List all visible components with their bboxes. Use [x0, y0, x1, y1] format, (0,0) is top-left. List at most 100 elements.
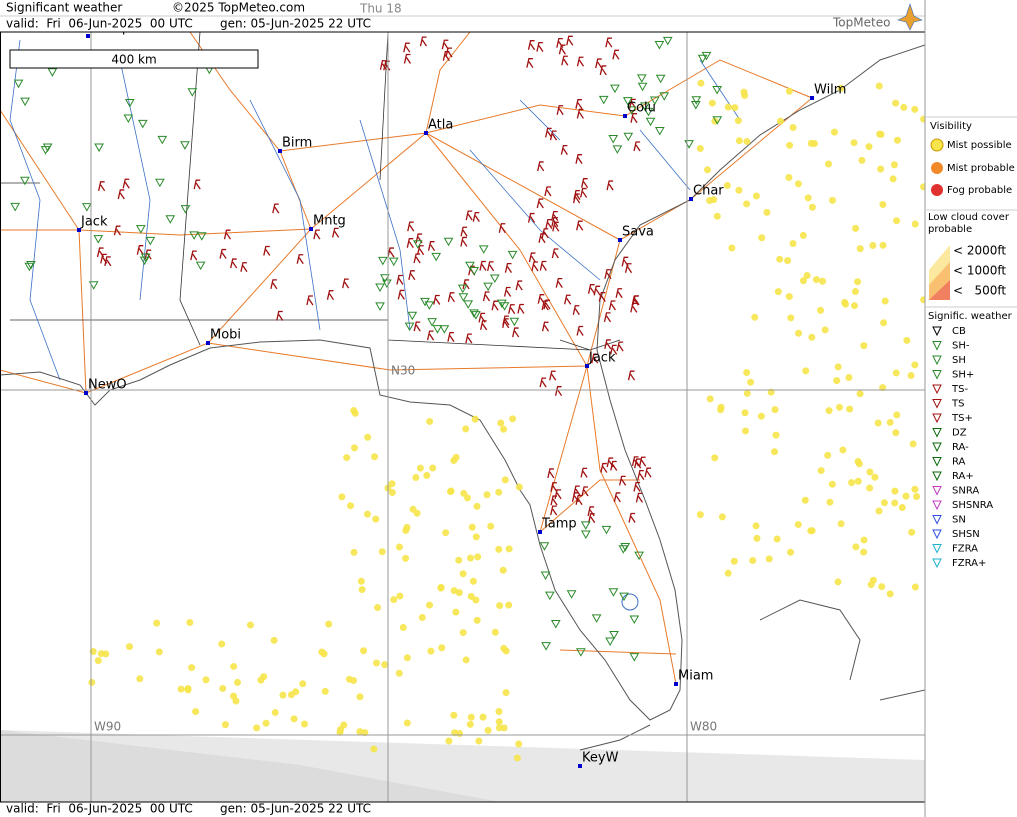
ts-symbol	[240, 262, 248, 273]
mist-symbol	[515, 740, 523, 748]
sh-symbol	[431, 252, 442, 262]
legend-item: SHSN	[952, 529, 980, 540]
mist-symbol	[772, 431, 780, 439]
mist-symbol	[325, 620, 333, 628]
legend-icon	[932, 384, 942, 395]
mist-symbol	[426, 601, 434, 609]
sh-symbol	[608, 588, 619, 597]
city-label: NewO	[88, 378, 127, 393]
ts-symbol	[576, 56, 585, 67]
mist-symbol	[724, 569, 732, 577]
sh-symbol	[580, 521, 591, 530]
legend-item: CB	[952, 326, 966, 337]
mist-symbol	[860, 342, 868, 350]
sh-symbol	[608, 135, 619, 144]
ts-symbol	[407, 221, 415, 232]
mist-symbol	[358, 586, 366, 594]
mist-symbol	[505, 601, 513, 609]
legend-item: FZRA+	[952, 558, 986, 569]
mist-symbol	[743, 200, 751, 208]
mist-symbol	[856, 390, 864, 398]
sh-symbol	[47, 68, 58, 77]
mist-symbol	[834, 363, 842, 371]
mist-symbol	[356, 693, 364, 701]
mist-symbol	[765, 555, 773, 563]
legend-item: RA-	[952, 442, 969, 453]
gen: gen: 05-Jun-2025 22 UTC	[220, 17, 371, 31]
mist-symbol	[867, 581, 875, 589]
ts-symbol	[551, 216, 559, 227]
mist-symbol	[381, 661, 389, 669]
mist-symbol	[833, 377, 841, 385]
mist-symbol	[711, 454, 719, 462]
mist-symbol	[880, 499, 888, 507]
mist-symbol	[724, 103, 732, 111]
mist-symbol	[697, 79, 705, 87]
ts-symbol	[190, 250, 198, 261]
ts-symbol	[587, 284, 596, 295]
ts-symbol	[276, 310, 284, 321]
ts-symbol	[387, 247, 395, 258]
mist-symbol	[696, 145, 704, 153]
mist-symbol	[495, 488, 503, 496]
ts-symbol	[544, 186, 552, 197]
mist-symbol	[893, 411, 901, 419]
legend-item: SNRA	[952, 486, 979, 497]
mist-symbol	[892, 369, 900, 377]
ts-symbol	[416, 245, 425, 256]
ts-symbol	[526, 58, 534, 69]
ts-symbol	[403, 53, 412, 64]
legend-icon	[932, 457, 942, 467]
mist-symbol	[850, 139, 858, 147]
ts-symbol	[595, 58, 603, 69]
mist-symbol	[356, 728, 364, 736]
ts-symbol	[549, 370, 557, 381]
sh-symbol	[13, 79, 24, 89]
sh-symbol	[139, 256, 150, 266]
mist-symbol	[854, 458, 862, 466]
ts-symbol	[482, 291, 491, 302]
mist-symbol	[751, 313, 759, 321]
mist-symbol	[787, 548, 795, 556]
mist-symbol	[803, 271, 811, 279]
legend-item: RA	[952, 457, 966, 468]
ts-symbol	[413, 253, 421, 264]
mist-symbol	[221, 721, 229, 729]
title: Significant weather	[6, 1, 122, 15]
ts-symbol	[564, 294, 572, 305]
city-marker	[309, 227, 313, 231]
mist-symbol	[230, 662, 238, 670]
mist-symbol	[429, 464, 437, 472]
ts-symbol	[539, 260, 547, 271]
mist-symbol	[886, 590, 894, 598]
sh-symbol	[189, 231, 199, 240]
city-label: Jack	[80, 215, 108, 230]
ts-symbol	[588, 513, 596, 524]
ts-symbol	[479, 260, 487, 271]
mist-symbol	[479, 713, 487, 721]
mist-symbol	[826, 498, 834, 506]
sh-symbol	[196, 232, 207, 241]
footer-gen: gen: 05-Jun-2025 22 UTC	[220, 802, 371, 816]
mist-symbol	[920, 115, 925, 123]
mist-symbol	[836, 403, 844, 411]
city-label: Atla	[428, 118, 453, 133]
mist-symbol	[866, 468, 874, 476]
mist-symbol	[785, 87, 793, 95]
mist-symbol	[807, 527, 815, 535]
mist-symbol	[890, 161, 898, 169]
mist-symbol	[886, 418, 894, 426]
sh-symbol	[609, 630, 619, 640]
ts-symbol	[487, 261, 495, 272]
mist-symbol	[773, 535, 781, 543]
mist-symbol	[501, 476, 509, 484]
mist-symbol	[437, 583, 445, 591]
mist-symbol	[898, 503, 906, 511]
mist-symbol	[409, 505, 417, 513]
day: Thu 18	[359, 2, 402, 16]
mist-symbol	[467, 554, 475, 562]
mist-symbol	[495, 545, 503, 553]
mist-symbol	[735, 186, 743, 194]
ts-symbol	[460, 236, 468, 247]
city-label: Wilm	[814, 83, 846, 98]
